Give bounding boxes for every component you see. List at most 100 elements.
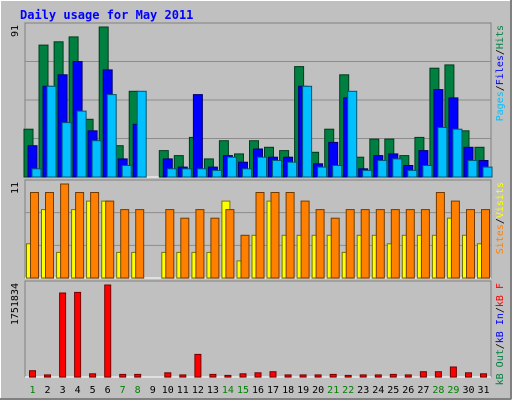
x-tick-label-day-6: 6 bbox=[105, 385, 111, 396]
y-axis-max-label: 1751834 bbox=[10, 283, 21, 325]
bar-pages-day-15 bbox=[242, 168, 252, 178]
bar-pages-day-26 bbox=[407, 169, 418, 178]
x-tick-label-day-27: 27 bbox=[417, 385, 429, 396]
legend-entry-hits: Hits bbox=[495, 25, 506, 49]
x-tick-label-day-20: 20 bbox=[312, 385, 324, 396]
bar-pages-day-28 bbox=[437, 127, 448, 178]
bar-sites-day-2 bbox=[45, 192, 54, 279]
bar-kb-f-day-18 bbox=[284, 374, 292, 378]
bar-pages-day-25 bbox=[392, 158, 403, 178]
bar-kb-f-day-25 bbox=[389, 373, 397, 378]
bar-kb-f-day-17 bbox=[269, 371, 277, 378]
bar-pages-day-23 bbox=[362, 169, 373, 178]
legend-entry-kb-out: kB Out bbox=[495, 349, 506, 385]
legend-text: Pages/Files/Hits bbox=[495, 25, 506, 121]
bar-pages-day-30 bbox=[467, 160, 478, 178]
bar-pages-day-6 bbox=[106, 94, 117, 178]
legend-separator: / bbox=[495, 343, 506, 349]
legend-hits-files-pages: Pages/Files/Hits bbox=[495, 25, 506, 121]
legend-separator: / bbox=[495, 218, 506, 224]
bar-kb-f-day-28 bbox=[434, 371, 442, 378]
bar-pages-day-12 bbox=[196, 168, 207, 178]
bar-pages-day-8 bbox=[136, 90, 147, 178]
bar-pages-day-31 bbox=[482, 166, 493, 178]
legend-separator: / bbox=[495, 307, 506, 313]
x-tick-label-day-15: 15 bbox=[237, 385, 249, 396]
bar-sites-day-17 bbox=[270, 192, 280, 279]
panel-visits-sites: 11 Sites/Visits bbox=[10, 179, 506, 279]
y-axis-max-label: 91 bbox=[10, 25, 21, 37]
x-tick-label-day-25: 25 bbox=[387, 385, 399, 396]
x-tick-label-day-30: 30 bbox=[462, 385, 474, 396]
x-tick-label-day-28: 28 bbox=[432, 385, 444, 396]
x-tick-label-day-17: 17 bbox=[267, 385, 279, 396]
bar-kb-f-day-31 bbox=[480, 373, 487, 378]
bar-pages-day-5 bbox=[91, 140, 102, 178]
bar-sites-day-16 bbox=[255, 192, 265, 279]
bar-sites-day-26 bbox=[405, 209, 415, 279]
bar-kb-f-day-12 bbox=[194, 353, 202, 378]
bar-kb-f-day-23 bbox=[359, 374, 367, 378]
bar-pages-day-7 bbox=[121, 165, 132, 178]
bar-pages-day-11 bbox=[181, 168, 192, 178]
x-tick-label-day-7: 7 bbox=[120, 385, 126, 396]
x-tick-label-day-3: 3 bbox=[60, 385, 66, 396]
panel-hits-files-pages: 91 Pages/Files/Hits bbox=[10, 22, 506, 178]
bar-kb-f-day-19 bbox=[299, 374, 307, 378]
bar-kb-f-day-6 bbox=[104, 284, 112, 378]
bar-pages-day-14 bbox=[226, 156, 237, 178]
bar-sites-day-30 bbox=[466, 209, 475, 279]
bar-kb-f-day-16 bbox=[254, 372, 262, 378]
bar-sites-day-19 bbox=[300, 200, 310, 279]
chart-title: Daily usage for May 2011 bbox=[20, 8, 193, 22]
x-tick-label-day-18: 18 bbox=[282, 385, 294, 396]
series-pages bbox=[31, 85, 493, 178]
bar-kb-f-day-21 bbox=[329, 373, 337, 378]
bar-kb-f-day-5 bbox=[89, 373, 97, 378]
bar-sites-day-24 bbox=[375, 209, 385, 279]
bar-pages-day-29 bbox=[452, 128, 463, 178]
legend-text: kB Out/kB In/kB F bbox=[495, 283, 506, 385]
x-tick-label-day-16: 16 bbox=[252, 385, 264, 396]
legend-entry-visits: Visits bbox=[495, 182, 506, 218]
bar-kb-f-day-20 bbox=[314, 374, 322, 378]
legend-entry-kb-in: kB In bbox=[495, 313, 506, 343]
x-tick-label-day-8: 8 bbox=[135, 385, 141, 396]
bar-sites-day-23 bbox=[360, 209, 370, 279]
panel-kbytes: 1751834 kB Out/kB In/kB F bbox=[10, 280, 506, 385]
bar-sites-day-6 bbox=[105, 200, 115, 279]
bar-kb-f-day-3 bbox=[59, 292, 67, 378]
legend-entry-sites: Sites bbox=[495, 224, 506, 254]
x-tick-label-day-31: 31 bbox=[477, 385, 489, 396]
legend-kbytes: kB Out/kB In/kB F bbox=[495, 283, 506, 385]
bar-kb-f-day-30 bbox=[465, 372, 472, 378]
chart-panels: 91Pages/Files/Hits11Sites/Visits1751834k… bbox=[10, 22, 506, 385]
series-kb-f bbox=[29, 284, 487, 378]
bar-pages-day-13 bbox=[211, 169, 222, 178]
bar-kb-f-day-7 bbox=[119, 373, 127, 378]
bar-kb-f-day-10 bbox=[164, 372, 172, 378]
bar-sites-day-21 bbox=[330, 217, 340, 279]
bar-kb-f-day-29 bbox=[449, 366, 457, 378]
bar-pages-day-4 bbox=[76, 110, 87, 178]
y-axis-max-label: 11 bbox=[10, 182, 21, 194]
bar-kb-f-day-24 bbox=[374, 374, 382, 378]
legend-separator: / bbox=[495, 49, 506, 55]
x-tick-label-day-9: 9 bbox=[150, 385, 156, 396]
bar-sites-day-3 bbox=[60, 183, 70, 279]
bar-pages-day-17 bbox=[272, 160, 282, 178]
x-tick-label-day-23: 23 bbox=[357, 385, 369, 396]
bar-kb-f-day-15 bbox=[239, 373, 247, 378]
legend-separator: / bbox=[495, 85, 506, 91]
series-sites bbox=[30, 183, 490, 279]
x-tick-label-day-1: 1 bbox=[29, 385, 35, 396]
bar-files-day-12 bbox=[192, 94, 203, 178]
bar-sites-day-28 bbox=[435, 192, 445, 279]
bar-pages-day-27 bbox=[422, 165, 433, 178]
x-tick-label-day-13: 13 bbox=[207, 385, 219, 396]
bar-sites-day-31 bbox=[481, 209, 490, 279]
x-tick-label-day-4: 4 bbox=[75, 385, 81, 396]
x-tick-label-day-11: 11 bbox=[177, 385, 189, 396]
bar-sites-day-12 bbox=[195, 209, 205, 279]
